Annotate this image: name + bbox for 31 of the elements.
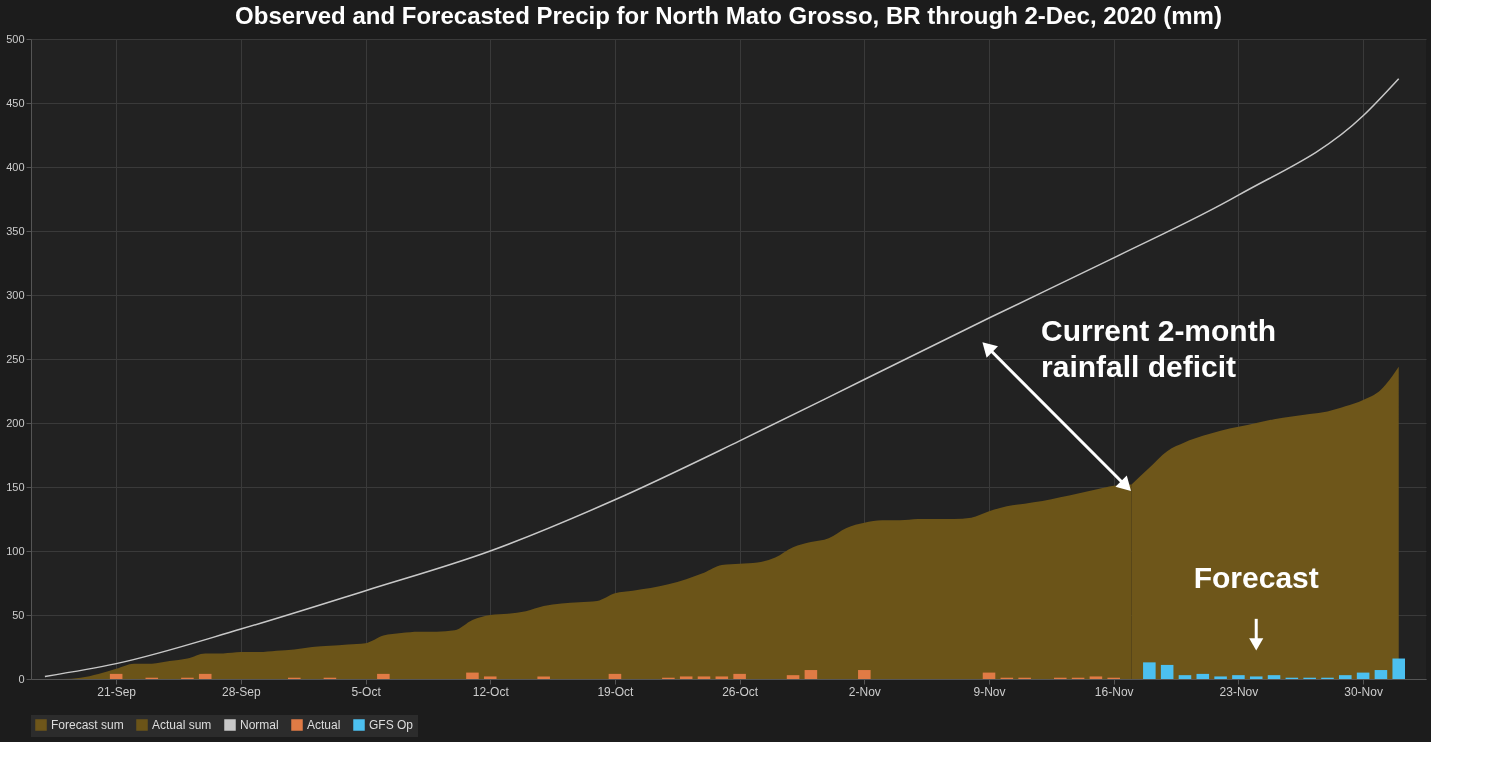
x-tick-label: 9-Nov	[973, 684, 1006, 699]
chart-title: Observed and Forecasted Precip for North Mato Grosso, BR through 2-Dec, 2020 (mm)	[235, 2, 1222, 29]
y-tick-label: 200	[6, 416, 25, 429]
line-series	[44, 77, 1400, 678]
x-tick-label: 21-Sep	[97, 684, 137, 699]
x-tick-label: 26-Oct	[722, 684, 759, 699]
y-tick-label: 250	[6, 352, 25, 365]
annotation: Forecast	[1193, 561, 1319, 595]
legend-label: Normal	[240, 718, 279, 732]
y-tick-label: 300	[6, 288, 25, 301]
y-tick-label: 350	[6, 224, 25, 237]
y-tick-label: 100	[6, 544, 25, 557]
legend-label: Actual	[307, 718, 341, 732]
y-tick-label: 500	[6, 32, 25, 45]
y-tick-label: 400	[6, 160, 25, 173]
x-tick-label: 5-Oct	[351, 684, 382, 699]
y-tick-label: 0	[18, 672, 25, 685]
x-tick-label: 28-Sep	[222, 684, 262, 699]
legend-label: Actual sum	[152, 718, 212, 732]
legend-label: GFS Op	[369, 718, 414, 732]
x-tick-label: 2-Nov	[848, 684, 881, 699]
x-tick-label: 12-Oct	[472, 684, 510, 699]
y-tick-label: 450	[6, 96, 25, 109]
legend-label: Forecast sum	[51, 718, 124, 732]
y-tick-label: 150	[6, 480, 25, 493]
x-tick-label: 30-Nov	[1344, 684, 1383, 699]
y-tick-label: 50	[12, 608, 25, 621]
x-tick-label: 16-Nov	[1094, 684, 1134, 699]
x-tick-label: 23-Nov	[1219, 684, 1259, 699]
x-tick-label: 19-Oct	[597, 684, 635, 699]
annotation: Current 2-month rainfall deficit	[1041, 313, 1277, 383]
